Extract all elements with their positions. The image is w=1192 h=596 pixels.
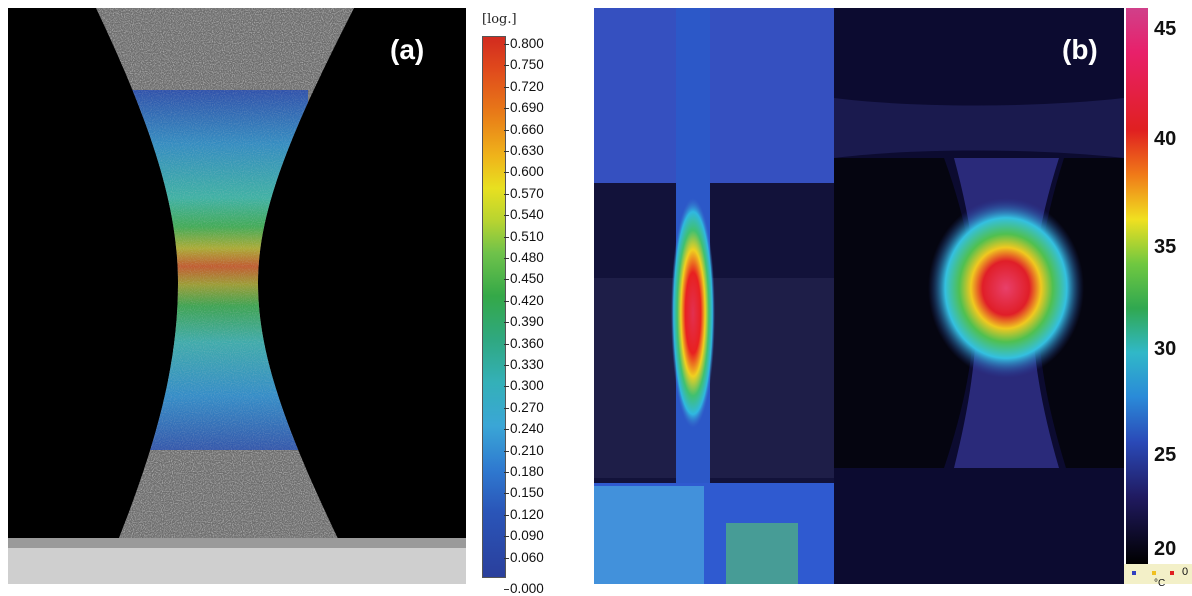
- temperature-tick-label: 45: [1154, 18, 1177, 40]
- strain-tick-label: 0.690: [510, 100, 544, 116]
- temperature-colorbar-footer: [1124, 564, 1192, 584]
- strain-tick-mark: [504, 322, 509, 324]
- strain-colorbar-strip: [482, 36, 506, 578]
- panel-b-label: (b): [1062, 34, 1098, 65]
- strain-tick-label: 0.270: [510, 399, 544, 415]
- strain-tick-label: 0.720: [510, 78, 544, 94]
- strain-tick-label: 0.330: [510, 357, 544, 372]
- temperature-tick-label: 20: [1154, 538, 1177, 560]
- strain-tick-label: 0.120: [510, 506, 544, 522]
- temperature-tick-label: 40: [1154, 128, 1177, 150]
- strain-tick-label: 0.420: [510, 292, 544, 308]
- strain-tick-mark: [504, 365, 509, 366]
- strain-tick-label: 0.570: [510, 185, 544, 201]
- strain-tick-mark: [504, 151, 509, 152]
- temperature-colorbar: 45 40 35 30 25 20 0 °C: [1124, 8, 1192, 589]
- temperature-colorbar-zero: 0: [1182, 566, 1189, 578]
- strain-tick-label: 0.800: [510, 36, 544, 51]
- strain-tick-label: 0.060: [510, 549, 544, 565]
- strain-tick-mark: [504, 258, 509, 259]
- strain-tick-mark: [504, 129, 509, 131]
- strain-tick-label: 0.210: [510, 442, 544, 458]
- strain-tick-label: 0.000: [510, 581, 544, 596]
- strain-tick-mark: [504, 279, 509, 281]
- dic-strain-image: (a): [8, 8, 466, 584]
- strain-tick-label: 0.150: [510, 485, 544, 501]
- strain-tick-mark: [504, 536, 509, 538]
- thermogram-front-view: (b): [834, 8, 1124, 584]
- strain-tick-label: 0.540: [510, 207, 544, 223]
- strain-tick-label: 0.240: [510, 421, 544, 437]
- panel-a-label: (a): [390, 34, 425, 65]
- strain-tick-label: 0.750: [510, 57, 544, 73]
- thermogram-front-graphic: [834, 8, 1124, 584]
- thermogram-side-graphic: [594, 8, 834, 584]
- strain-tick-label: 0.390: [510, 314, 544, 330]
- strain-tick-label: 0.510: [510, 228, 544, 244]
- strain-tick-mark: [504, 44, 509, 45]
- dic-specimen-graphic: [8, 8, 466, 584]
- strain-tick-mark: [504, 386, 509, 388]
- temperature-colorbar-strip: [1126, 8, 1148, 564]
- strain-tick-mark: [504, 557, 509, 559]
- strain-tick-label: 0.180: [510, 464, 544, 479]
- strain-tick-mark: [504, 236, 509, 238]
- strain-tick-mark: [504, 172, 509, 174]
- strain-tick-mark: [504, 493, 509, 495]
- temperature-tick-label: 25: [1154, 444, 1177, 466]
- strain-tick-label: 0.360: [510, 335, 544, 351]
- strain-tick-label: 0.090: [510, 528, 544, 544]
- strain-tick-mark: [504, 343, 509, 345]
- strain-tick-mark: [504, 589, 509, 590]
- strain-colorbar-unit: [log.]: [482, 12, 517, 27]
- strain-colorbar: [log.] 0.800 0.750 0.720 0.690 0.660 0.630 0.6…: [470, 8, 588, 596]
- thermogram-side-view: [594, 8, 834, 584]
- strain-tick-label: 0.480: [510, 250, 544, 265]
- strain-tick-mark: [504, 472, 509, 473]
- strain-tick-mark: [504, 108, 509, 110]
- strain-tick-mark: [504, 215, 509, 217]
- strain-tick-label: 0.300: [510, 378, 544, 394]
- strain-tick-mark: [504, 514, 509, 516]
- strain-tick-mark: [504, 407, 509, 409]
- strain-tick-label: 0.600: [510, 164, 544, 180]
- strain-tick-mark: [504, 65, 509, 67]
- strain-tick-label: 0.660: [510, 121, 544, 137]
- strain-tick-mark: [504, 193, 509, 195]
- temperature-tick-label: 30: [1154, 338, 1177, 360]
- strain-tick-mark: [504, 429, 509, 431]
- temperature-tick-label: 35: [1154, 236, 1177, 258]
- strain-tick-label: 0.450: [510, 271, 544, 287]
- strain-tick-label: 0.630: [510, 143, 544, 158]
- strain-tick-mark: [504, 450, 509, 452]
- marker-dot-red: [1170, 571, 1174, 575]
- marker-dot-blue: [1132, 571, 1136, 575]
- strain-tick-mark: [504, 86, 509, 88]
- marker-dot-yellow: [1152, 571, 1156, 575]
- strain-tick-mark: [504, 300, 509, 302]
